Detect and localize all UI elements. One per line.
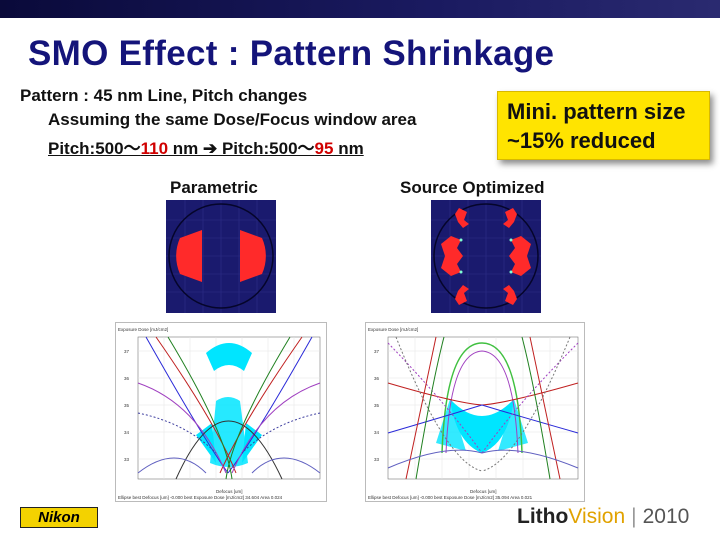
assumption-line: Assuming the same Dose/Focus window area [48,110,417,129]
pitch-value-95: 95 [314,139,334,158]
svg-text:Exposure Dose [mJ/cm2]: Exposure Dose [mJ/cm2] [368,327,418,332]
svg-text:34: 34 [374,430,380,435]
pitch-value-110: 110 [140,139,169,158]
svg-text:36: 36 [374,376,380,381]
brand-vision: Vision [568,505,626,528]
svg-text:33: 33 [124,457,130,462]
pattern-line: Pattern : 45 nm Line, Pitch changes [20,86,308,105]
pitch-text-a: Pitch:500～ [48,139,141,158]
svg-text:34: 34 [124,430,130,435]
svg-text:37: 37 [124,349,130,354]
svg-text:Defocus [um]: Defocus [um] [470,489,497,494]
pitch-text-c: nm ➔ Pitch:500～ [168,139,315,158]
brand-year: 2010 [642,505,690,528]
svg-text:35: 35 [374,403,380,408]
parametric-process-window-plot: Exposure Dose [mJ/cm2] 37 36 35 34 33 Defocu… [115,322,327,502]
pitch-text-e: nm [333,139,364,158]
svg-text:35: 35 [124,403,130,408]
svg-text:Ellipse best Defocus [um] -0: Ellipse best Defocus [um] -0.000 best Ex… [368,495,533,500]
svg-text:Defocus [um]: Defocus [um] [216,489,243,494]
parametric-source-image [166,200,276,313]
callout-line2: ~15% reduced [507,128,656,153]
brand-litho: Litho [517,505,569,528]
svg-text:Exposure Dose [mJ/cm2]: Exposure Dose [mJ/cm2] [118,327,168,332]
brand-separator: | [631,505,637,528]
pitch-line: Pitch:500～110 nm ➔ Pitch:500～95 nm [48,134,364,159]
svg-text:36: 36 [124,376,130,381]
top-banner [0,0,720,18]
source-optimized-label: Source Optimized [400,178,545,197]
callout-line1: Mini. pattern size [507,99,686,124]
result-callout: Mini. pattern size ~15% reduced [497,91,710,160]
optimized-process-window-plot: Exposure Dose [mJ/cm2] 37 36 35 34 33 Defocu… [365,322,585,502]
svg-text:37: 37 [374,349,380,354]
slide-title: SMO Effect : Pattern Shrinkage [28,34,555,73]
svg-text:33: 33 [374,457,380,462]
optimized-source-image [431,200,541,313]
svg-text:Ellipse best Defocus [um] -0: Ellipse best Defocus [um] -0.000 best Ex… [118,495,283,500]
nikon-logo: Nikon [20,507,98,528]
parametric-label: Parametric [170,178,258,197]
lithovision-brand: LithoVision | 2010 [517,505,689,529]
